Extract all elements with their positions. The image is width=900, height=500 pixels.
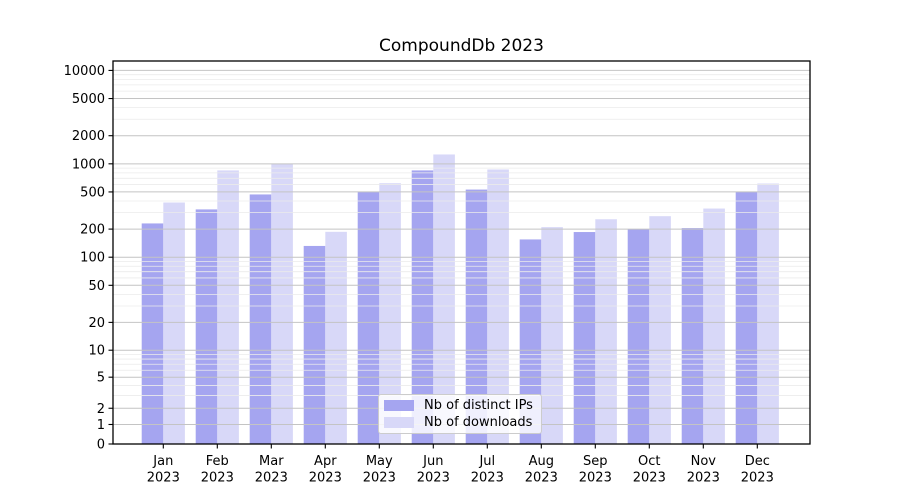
x-tick-label-dec: Dec [745,454,770,469]
y-tick-label-20: 20 [88,316,105,331]
y-tick-label-2: 2 [97,402,105,417]
bar-distinct-ips-nov [681,228,704,444]
x-tick-label-sep: Sep [583,454,608,469]
x-tick-label-jul: Jul [478,454,495,469]
y-tick-label-2000: 2000 [72,129,105,144]
x-tick-label-may: May [366,454,393,469]
legend-swatch-downloads [384,417,414,428]
bar-distinct-ips-may [357,191,380,444]
x-tick-label-jan: Jan [152,454,173,469]
x-tick-label-feb: Feb [206,454,229,469]
bar-distinct-ips-apr [303,245,326,444]
chart-title: CompoundDb 2023 [379,36,544,56]
bar-distinct-ips-dec [735,191,758,444]
x-tick-label-sep-year: 2023 [579,471,612,486]
bar-distinct-ips-aug [519,239,542,444]
x-tick-label-apr-year: 2023 [309,471,342,486]
x-tick-label-mar-year: 2023 [255,471,288,486]
y-tick-label-0: 0 [97,438,105,453]
bar-downloads-may [379,183,401,444]
y-tick-label-500: 500 [80,185,105,200]
x-tick-label-jun-year: 2023 [417,471,450,486]
bar-distinct-ips-feb [195,209,218,444]
bar-distinct-ips-mar [249,194,272,444]
y-tick-label-5000: 5000 [72,92,105,107]
bar-distinct-ips-oct [627,229,650,444]
y-tick-label-10000: 10000 [64,64,105,79]
y-tick-label-5: 5 [97,371,105,386]
y-tick-label-200: 200 [80,223,105,238]
bar-downloads-dec [757,183,779,445]
legend-box: Nb of distinct IPs Nb of downloads [378,394,542,434]
x-tick-label-nov-year: 2023 [687,471,720,486]
x-tick-label-aug-year: 2023 [525,471,558,486]
x-tick-label-mar: Mar [259,454,284,469]
x-tick-label-apr: Apr [314,454,337,469]
bar-downloads-jul [487,169,509,445]
bar-distinct-ips-jan [141,223,164,444]
bar-distinct-ips-sep [573,232,596,444]
y-tick-label-50: 50 [88,279,105,294]
y-tick-label-1: 1 [97,418,105,433]
bar-downloads-sep [595,219,617,444]
bar-downloads-mar [271,163,293,444]
x-tick-label-dec-year: 2023 [741,471,774,486]
x-tick-label-aug: Aug [529,454,554,469]
bar-downloads-jun [433,154,455,445]
x-tick-label-feb-year: 2023 [201,471,234,486]
x-tick-label-oct: Oct [638,454,660,469]
bar-distinct-ips-jul [465,189,488,444]
y-tick-label-10: 10 [88,344,105,359]
legend-entry-distinct-ips: Nb of distinct IPs [384,397,536,414]
legend-swatch-distinct-ips [384,400,414,411]
x-tick-label-may-year: 2023 [363,471,396,486]
plot-border [112,60,811,445]
x-tick-label-oct-year: 2023 [633,471,666,486]
bar-downloads-jan [163,202,185,444]
legend-entry-downloads: Nb of downloads [384,414,536,431]
bar-downloads-aug [541,227,563,444]
x-tick-label-jun: Jun [422,454,443,469]
x-tick-label-nov: Nov [691,454,717,469]
bar-distinct-ips-jun [411,170,434,445]
bar-downloads-apr [325,231,347,444]
legend-label-downloads: Nb of downloads [424,415,533,430]
y-tick-label-1000: 1000 [72,157,105,172]
legend-label-distinct-ips: Nb of distinct IPs [424,398,533,413]
y-tick-label-100: 100 [80,251,105,266]
bar-downloads-feb [217,170,239,445]
bar-downloads-oct [649,216,671,444]
x-tick-label-jan-year: 2023 [147,471,180,486]
x-tick-label-jul-year: 2023 [471,471,504,486]
